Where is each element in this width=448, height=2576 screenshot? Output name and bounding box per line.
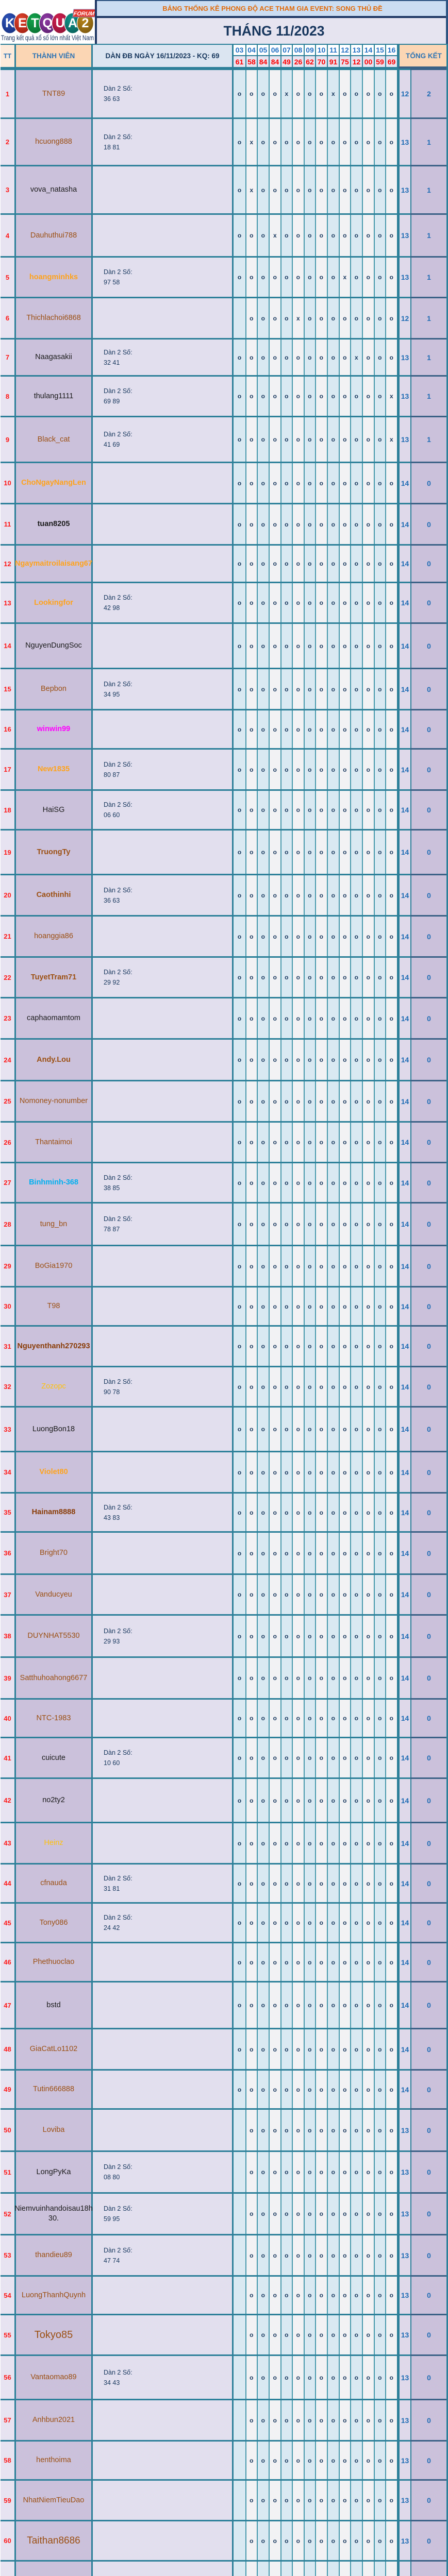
svg-text:FORUM: FORUM — [73, 11, 95, 17]
svg-text:A: A — [68, 16, 77, 30]
svg-text:Q: Q — [42, 16, 52, 30]
svg-text:T: T — [31, 16, 39, 30]
svg-text:K: K — [5, 16, 14, 30]
svg-text:E: E — [18, 16, 27, 30]
svg-text:2: 2 — [81, 16, 89, 30]
svg-text:U: U — [56, 16, 65, 30]
